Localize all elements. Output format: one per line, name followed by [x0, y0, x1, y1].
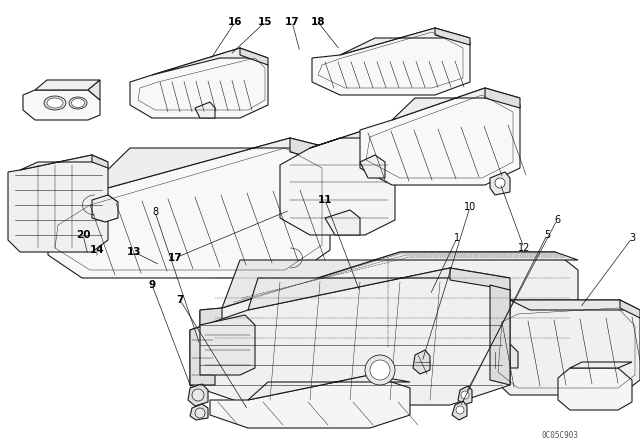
Polygon shape: [20, 155, 108, 170]
Text: 8: 8: [152, 207, 158, 217]
Circle shape: [495, 178, 505, 188]
Text: 18: 18: [311, 17, 325, 27]
Text: 13: 13: [127, 247, 141, 257]
Polygon shape: [35, 80, 100, 90]
Text: 1: 1: [454, 233, 460, 243]
Polygon shape: [48, 138, 330, 278]
Polygon shape: [558, 368, 632, 410]
Polygon shape: [190, 322, 215, 385]
Polygon shape: [490, 172, 510, 195]
Polygon shape: [190, 404, 208, 420]
Polygon shape: [190, 268, 510, 405]
Polygon shape: [23, 90, 100, 120]
Ellipse shape: [72, 99, 84, 108]
Polygon shape: [360, 155, 385, 178]
Text: 5: 5: [544, 230, 550, 240]
Polygon shape: [195, 102, 215, 118]
Circle shape: [365, 355, 395, 385]
Polygon shape: [360, 88, 520, 185]
Polygon shape: [200, 315, 255, 375]
Circle shape: [456, 406, 464, 414]
Ellipse shape: [69, 97, 87, 109]
Text: 11: 11: [317, 195, 332, 205]
Polygon shape: [510, 300, 640, 310]
Polygon shape: [130, 48, 268, 118]
Polygon shape: [200, 252, 578, 348]
Text: 0C05C903: 0C05C903: [541, 431, 579, 439]
Polygon shape: [435, 28, 470, 45]
Polygon shape: [485, 88, 520, 108]
Text: 9: 9: [148, 280, 156, 290]
Polygon shape: [620, 300, 640, 318]
Text: 17: 17: [285, 17, 300, 27]
Polygon shape: [452, 401, 467, 420]
Polygon shape: [570, 362, 632, 368]
Polygon shape: [450, 268, 510, 290]
Text: 17: 17: [168, 253, 182, 263]
Polygon shape: [458, 386, 472, 405]
Polygon shape: [492, 300, 640, 395]
Polygon shape: [310, 130, 395, 148]
Text: 14: 14: [90, 245, 104, 255]
Polygon shape: [88, 80, 100, 100]
Ellipse shape: [47, 98, 63, 108]
Text: 10: 10: [464, 202, 476, 212]
Text: 3: 3: [629, 233, 635, 243]
Polygon shape: [222, 252, 578, 308]
Polygon shape: [413, 350, 430, 374]
Polygon shape: [8, 155, 108, 252]
Polygon shape: [365, 130, 395, 148]
Polygon shape: [152, 48, 268, 75]
Polygon shape: [92, 155, 108, 168]
Polygon shape: [210, 375, 410, 428]
Text: 7: 7: [176, 295, 184, 305]
Polygon shape: [92, 195, 118, 222]
Circle shape: [192, 389, 204, 401]
Ellipse shape: [44, 96, 66, 110]
Polygon shape: [248, 375, 410, 400]
Polygon shape: [280, 130, 395, 235]
Polygon shape: [495, 344, 518, 368]
Polygon shape: [340, 28, 470, 55]
Circle shape: [370, 360, 390, 380]
Text: 15: 15: [258, 17, 272, 27]
Polygon shape: [240, 48, 268, 65]
Polygon shape: [312, 28, 470, 95]
Polygon shape: [490, 285, 510, 385]
Circle shape: [461, 391, 469, 399]
Text: 6: 6: [554, 215, 560, 225]
Text: 12: 12: [518, 243, 530, 253]
Polygon shape: [248, 268, 510, 310]
Polygon shape: [188, 384, 208, 406]
Circle shape: [195, 408, 205, 418]
Polygon shape: [200, 308, 222, 348]
Text: 20: 20: [76, 230, 90, 240]
Polygon shape: [290, 138, 330, 162]
Text: 16: 16: [228, 17, 243, 27]
Polygon shape: [82, 138, 330, 195]
Polygon shape: [392, 88, 520, 120]
Polygon shape: [325, 210, 360, 235]
